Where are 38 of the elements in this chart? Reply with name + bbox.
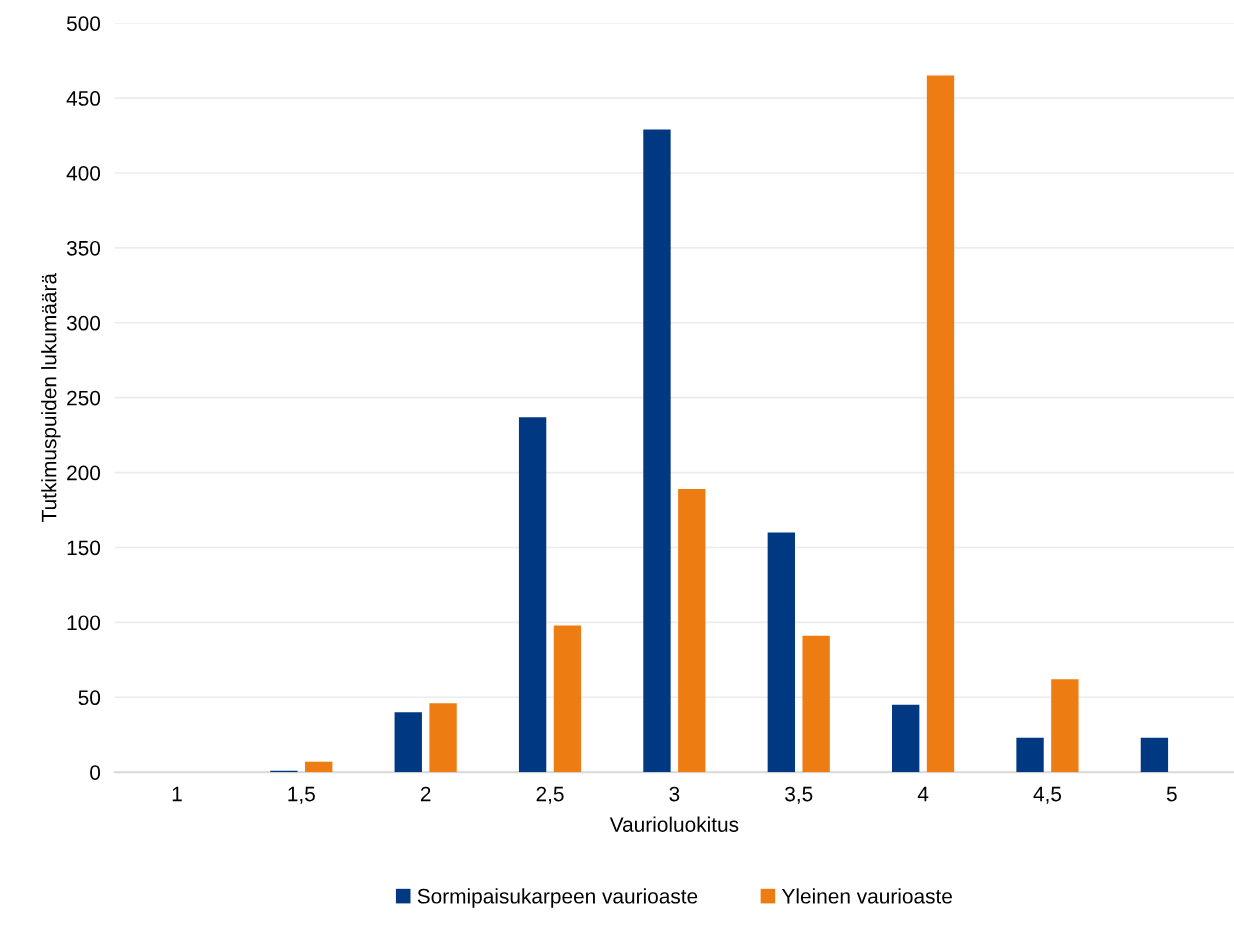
bar	[802, 635, 830, 773]
bar	[767, 532, 796, 773]
legend-label: Sormipaisukarpeen vaurioaste	[417, 888, 698, 908]
bar	[643, 129, 671, 773]
x-axis-title: Vaurioluokitus	[609, 816, 739, 832]
x-tick-label: 1,5	[288, 786, 315, 804]
bar	[305, 761, 333, 773]
y-tick-label: 300	[66, 315, 101, 331]
bar	[553, 625, 582, 773]
bar	[518, 417, 547, 773]
x-tick-label: 2	[420, 786, 431, 802]
y-tick-label: 450	[66, 91, 101, 106]
y-tick-label: 250	[67, 390, 101, 406]
y-tick-label: 50	[78, 690, 101, 706]
x-tick-label: 4	[917, 786, 929, 802]
bar	[1140, 737, 1169, 773]
bar	[1016, 737, 1044, 773]
bar	[678, 489, 706, 773]
x-tick-label: 1	[172, 786, 182, 802]
x-tick-label: 3,5	[785, 786, 813, 804]
y-tick-label: 100	[67, 615, 101, 631]
bar	[926, 75, 955, 773]
y-tick-label: 350	[66, 240, 101, 256]
bar	[429, 703, 457, 773]
x-tick-label: 4,5	[1033, 786, 1062, 804]
y-tick-label: 200	[67, 465, 101, 481]
bar	[1051, 679, 1079, 773]
y-tick-label: 400	[66, 165, 101, 181]
x-tick-label: 2,5	[536, 786, 564, 804]
bar	[892, 704, 920, 773]
legend-label: Yleinen vaurioaste	[781, 888, 952, 904]
x-tick-label: 5	[1166, 786, 1177, 802]
y-tick-label: 500	[66, 16, 101, 31]
y-tick-label: 150	[67, 540, 101, 556]
y-tick-label: 0	[90, 765, 101, 780]
y-axis-title: Tutkimuspuiden lukumäärä	[41, 273, 61, 522]
x-tick-label: 3	[669, 786, 680, 802]
bar	[394, 712, 422, 773]
